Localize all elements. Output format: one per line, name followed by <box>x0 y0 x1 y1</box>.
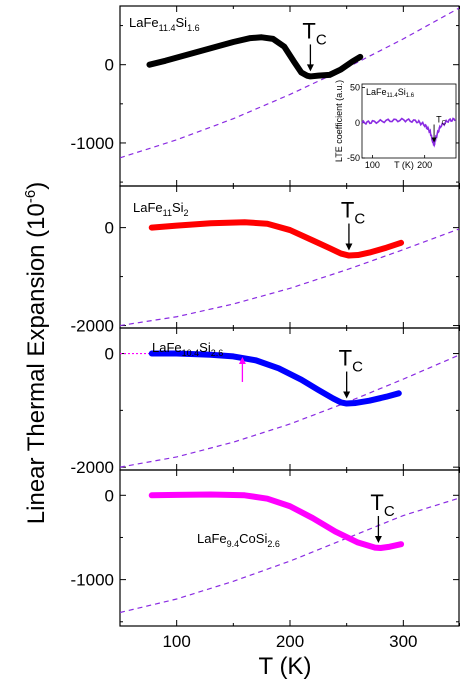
xtick-label-2: 300 <box>389 632 417 651</box>
panel-1-tc-arrow <box>306 44 314 72</box>
panel-4-ytick-label-0: 0 <box>105 486 114 505</box>
sample-label-part-0: 9.4 <box>227 539 240 549</box>
inset-title-part-0: 11.4 <box>387 93 399 99</box>
panel-4-tc-arrow <box>374 516 382 543</box>
panel-2-tc-arrow-head <box>345 243 353 251</box>
panel-3: 0 -2000 TC LaFe10.4Si2.6 <box>71 327 460 477</box>
tc-label-main: T <box>370 490 383 515</box>
sample-label-part-2: 2.6 <box>211 348 224 358</box>
inset-tc-label: TC <box>436 114 447 126</box>
inset-xtick-label-0: 100 <box>365 160 380 170</box>
sample-label-part-0: 11.4 <box>159 23 176 33</box>
inset-title: LaFe11.4Si1.6 <box>366 87 415 99</box>
panel-1-ytick-label-1: -1000 <box>71 134 114 153</box>
panel-2-tc-label: TC <box>341 198 365 228</box>
panel-3-tc-label: TC <box>339 346 363 376</box>
panel-3-sample-label: LaFe10.4Si2.6 <box>152 340 223 358</box>
tc-label-main: T <box>339 346 352 371</box>
x-axis-title: T (K) <box>259 653 312 680</box>
sample-label-part-0: 11 <box>163 208 172 218</box>
inset-y-axis-title: LTE coefficient (a.u.) <box>334 80 344 162</box>
y-axis-title-exponent: -6 <box>22 190 39 203</box>
y-axis-title-close: ) <box>23 182 50 190</box>
panel-4-tc-label: TC <box>370 490 394 520</box>
panel-4-sample-label: LaFe9.4CoSi2.6 <box>197 531 280 549</box>
tc-label-main: T <box>302 18 315 43</box>
sample-label-main: LaFe <box>197 531 227 546</box>
sample-label-part-1: Si <box>199 340 211 355</box>
inset-tc-arrow-head <box>431 137 437 143</box>
inset-ytick-label-2: 50 <box>350 83 360 93</box>
panel-1-tc-arrow-head <box>306 64 314 72</box>
panel-4-ytick-label-1: -1000 <box>71 571 114 590</box>
sample-label-main: LaFe <box>152 340 182 355</box>
inset-title-part-1: Si <box>398 87 406 97</box>
panel-1-dashed-line <box>120 7 459 159</box>
sample-label-part-2: 2.6 <box>267 539 280 549</box>
inset-ytick-label-0: -50 <box>347 153 360 163</box>
panel-4: 0 -1000 TC LaFe9.4CoSi2.6 100 200 300 <box>71 469 460 651</box>
panel-4-dashed-line <box>120 497 459 614</box>
panel-2-ytick-label-1: -2000 <box>71 317 114 336</box>
panel-2-dashed-line <box>120 228 459 327</box>
sample-label-main: LaFe <box>133 200 163 215</box>
inset-tc-main: T <box>436 114 442 124</box>
sample-label-part-1: Si <box>176 15 188 30</box>
tc-label-sub: C <box>316 31 327 48</box>
inset-frame <box>361 83 457 159</box>
sample-label-part-1: Si <box>172 200 184 215</box>
panel-2-sample-label: LaFe11Si2 <box>133 200 189 218</box>
inset-tc-sub: C <box>442 120 447 126</box>
panel-1-data-line <box>146 34 364 80</box>
y-axis-title: Linear Thermal Expansion (10-6) <box>22 182 50 524</box>
panel-3-tc-arrow <box>343 371 351 399</box>
panel-2-tc-arrow <box>345 223 353 251</box>
panel-3-tc-arrow-head <box>343 391 351 399</box>
panel-2-data-line <box>148 219 405 259</box>
inset-title-main: LaFe <box>366 87 387 97</box>
tc-label-sub: C <box>352 359 363 376</box>
panel-3-onset-arrow <box>238 356 246 382</box>
tc-label-sub: C <box>354 211 365 228</box>
xtick-label-1: 200 <box>276 632 304 651</box>
inset-ytick-label-1: 0 <box>355 118 360 128</box>
sample-label-main: LaFe <box>129 15 159 30</box>
tc-label-sub: C <box>384 503 395 520</box>
sample-label-part-0: 10.4 <box>182 348 200 358</box>
panel-3-data-line <box>148 350 402 407</box>
panel-3-dashed-line <box>120 354 459 468</box>
inset-data-line <box>361 117 456 148</box>
panel-4-tc-arrow-head <box>374 536 382 543</box>
inset-x-axis-title: T (K) <box>394 160 414 170</box>
inset-xtick-label-1: 200 <box>417 160 432 170</box>
sample-label-part-1: CoSi <box>239 531 267 546</box>
inset-title-part-2: 1.6 <box>406 93 415 99</box>
panel-1-sample-label: LaFe11.4Si1.6 <box>129 15 200 33</box>
sample-label-part-2: 1.6 <box>187 23 200 33</box>
tc-label-main: T <box>341 198 354 223</box>
xtick-label-0: 100 <box>162 632 190 651</box>
panel-1-ytick-label-0: 0 <box>105 56 114 75</box>
onset-arrow-head <box>238 356 246 364</box>
panel-1-tc-label: TC <box>302 18 326 48</box>
panel-4-data-line <box>148 491 405 551</box>
y-axis-title-main: Linear Thermal Expansion (10 <box>23 203 50 524</box>
panel-2: 0 -2000 TC LaFe11Si2 <box>71 185 460 336</box>
panel-2-ytick-label-0: 0 <box>105 219 114 238</box>
panel-3-ytick-label-1: -2000 <box>71 458 114 477</box>
panel-3-ytick-label-0: 0 <box>105 345 114 364</box>
sample-label-part-2: 2 <box>184 208 189 218</box>
